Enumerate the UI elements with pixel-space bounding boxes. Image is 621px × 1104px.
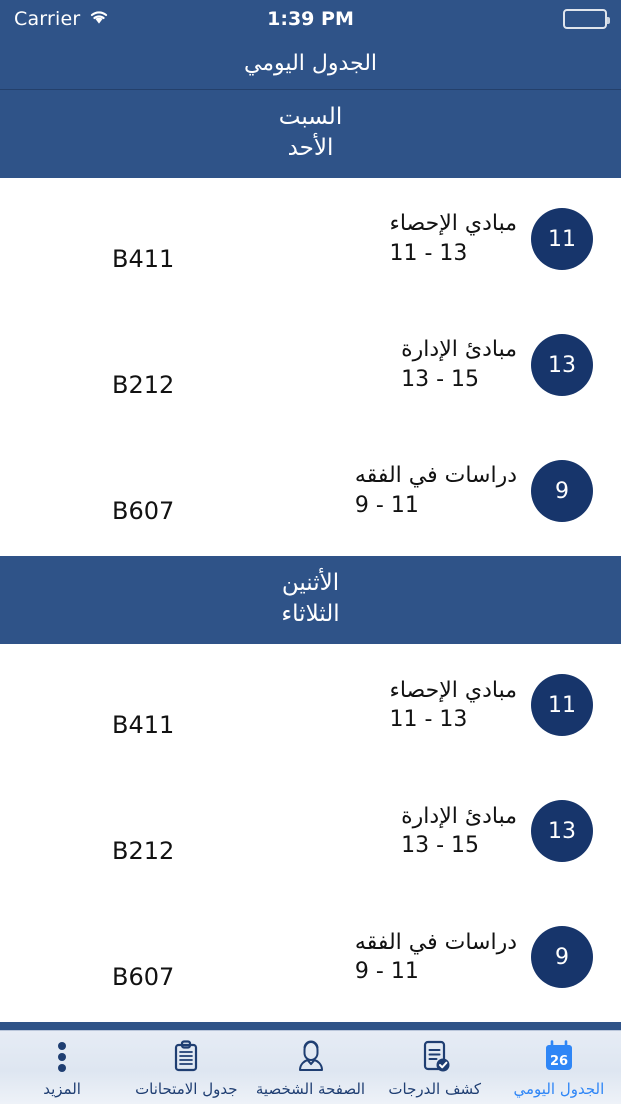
wifi-icon <box>88 8 110 30</box>
room-code: B607 <box>112 497 175 526</box>
status-bar: Carrier 1:39 PM <box>0 0 621 38</box>
hour-badge: 9 <box>531 926 593 989</box>
course-name: دراسات في الفقه <box>354 463 517 489</box>
course-info: مبادئ الإدارة 13 - 15 <box>401 802 517 861</box>
schedule-row[interactable]: 13 مبادئ الإدارة 13 - 15 B212 <box>0 304 621 431</box>
navigation-bar: الجدول اليومي <box>0 38 621 90</box>
report-check-icon <box>416 1037 454 1077</box>
hour-badge: 13 <box>531 800 593 863</box>
room-code: B212 <box>112 371 175 400</box>
schedule-row[interactable]: 11 مبادي الإحصاء 11 - 13 B411 <box>0 644 621 771</box>
course-name: مبادي الإحصاء <box>389 677 517 703</box>
carrier-label: Carrier <box>14 8 81 30</box>
tab-label: الجدول اليومي <box>513 1080 605 1098</box>
course-time: 9 - 11 <box>354 959 419 985</box>
page-title: الجدول اليومي <box>243 51 378 76</box>
course-info: مبادي الإحصاء 11 - 13 <box>389 209 517 268</box>
course-time: 13 - 15 <box>401 367 480 393</box>
hour-badge: 11 <box>531 674 593 737</box>
svg-text:26: 26 <box>550 1054 568 1069</box>
battery-icon <box>563 9 610 29</box>
course-name: مبادي الإحصاء <box>389 211 517 237</box>
tab-report-check[interactable]: كشف الدرجات <box>373 1031 497 1104</box>
calendar-26-icon: 26 <box>540 1037 578 1077</box>
room-code: B212 <box>112 837 175 866</box>
schedule-row[interactable]: 11 مبادي الإحصاء 11 - 13 B411 <box>0 178 621 305</box>
person-icon <box>292 1037 330 1077</box>
course-info: دراسات في الفقه 9 - 11 <box>355 928 517 987</box>
course-info: دراسات في الفقه 9 - 11 <box>355 461 517 520</box>
course-name: مبادئ الإدارة <box>401 337 517 363</box>
course-info: مبادئ الإدارة 13 - 15 <box>401 335 517 394</box>
tab-label: المزيد <box>43 1080 81 1098</box>
section-day-primary: الأثنين <box>281 570 340 597</box>
tab-bar: 26 الجدول اليومي كشف الدرجات الصفحة الشخصية… <box>0 1030 621 1104</box>
course-time: 9 - 11 <box>354 493 419 519</box>
hour-badge: 13 <box>531 334 593 397</box>
tab-clipboard[interactable]: جدول الامتحانات <box>124 1031 248 1104</box>
status-bar-left: Carrier <box>14 8 110 30</box>
section-header: الأثنين الثلاثاء <box>0 556 621 645</box>
course-time: 13 - 15 <box>401 833 480 859</box>
tab-label: جدول الامتحانات <box>135 1080 238 1098</box>
tab-label: كشف الدرجات <box>388 1080 482 1098</box>
section-day-primary: السبت <box>278 104 343 130</box>
hour-badge: 11 <box>531 208 593 271</box>
tab-calendar-26[interactable]: 26 الجدول اليومي <box>497 1031 621 1104</box>
course-time: 11 - 13 <box>389 241 468 267</box>
schedule-row[interactable]: 9 دراسات في الفقه 9 - 11 B607 <box>0 430 621 557</box>
room-code: B411 <box>112 711 175 740</box>
course-time: 11 - 13 <box>389 707 468 733</box>
course-info: مبادي الإحصاء 11 - 13 <box>389 676 517 735</box>
schedule-row[interactable]: 13 مبادئ الإدارة 13 - 15 B212 <box>0 770 621 897</box>
tab-more-dots[interactable]: المزيد <box>0 1031 124 1104</box>
course-name: دراسات في الفقه <box>354 929 517 955</box>
hour-badge: 9 <box>531 460 593 523</box>
tab-label: الصفحة الشخصية <box>255 1080 366 1098</box>
schedule-row[interactable]: 9 دراسات في الفقه 9 - 11 B607 <box>0 896 621 1023</box>
schedule-list[interactable]: السبت الأحد 11 مبادي الإحصاء 11 - 13 B411 13 مب… <box>0 90 621 1030</box>
section-header: السبت الأحد <box>0 90 621 179</box>
section-day-secondary: الأحد <box>287 135 334 162</box>
section-header-partial <box>0 1022 621 1030</box>
tab-person[interactable]: الصفحة الشخصية <box>248 1031 372 1104</box>
more-dots-icon <box>43 1037 81 1077</box>
room-code: B411 <box>112 245 175 274</box>
room-code: B607 <box>112 963 175 992</box>
clipboard-icon <box>167 1037 205 1077</box>
course-name: مبادئ الإدارة <box>401 803 517 829</box>
section-day-secondary: الثلاثاء <box>281 601 340 628</box>
status-bar-right <box>563 9 610 29</box>
